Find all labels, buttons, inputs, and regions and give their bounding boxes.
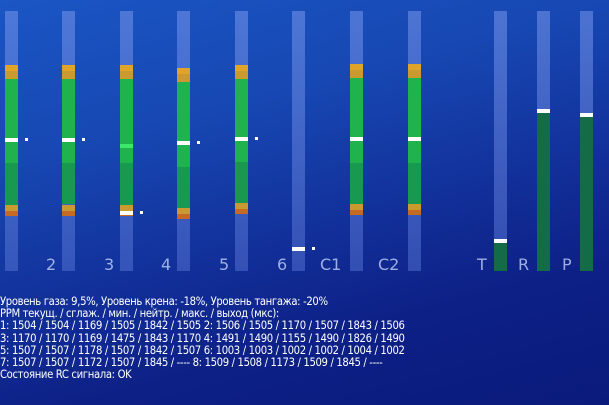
current-value-marker <box>120 210 133 215</box>
channel-track-9 <box>494 11 507 271</box>
range-high-band <box>350 70 363 79</box>
range-upper-band <box>62 78 75 164</box>
range-high-band <box>62 70 75 79</box>
range-low-band <box>120 204 133 211</box>
range-high-band <box>235 70 248 79</box>
levels-line: Уровень газа: 9,5%, Уровень крена: -18%,… <box>0 295 328 308</box>
range-upper-band <box>408 78 421 163</box>
rc-signal-status: Состояние RC сигнала: OK <box>0 368 132 382</box>
range-top-cap <box>5 64 18 71</box>
current-value-dot <box>312 246 315 250</box>
range-high-band <box>5 70 18 79</box>
current-value-dot <box>82 137 85 141</box>
channel-label-5: 5 <box>219 255 230 274</box>
range-lower-band <box>120 163 133 205</box>
fill-level <box>494 242 507 271</box>
range-low-band <box>62 204 75 211</box>
current-value-marker <box>580 113 593 117</box>
channel-label-t: T <box>477 255 487 274</box>
range-bottom-cap <box>408 209 421 215</box>
range-upper-band <box>350 78 363 163</box>
ppm-line-1-2: 1: 1504 / 1504 / 1169 / 1505 / 1842 / 15… <box>0 319 405 333</box>
range-upper-band <box>5 78 18 164</box>
range-top-cap <box>350 64 363 71</box>
current-value-marker <box>292 246 305 251</box>
channel-label-r: R <box>518 255 530 274</box>
channel-label-6: 6 <box>277 255 288 274</box>
range-low-band <box>177 207 190 214</box>
range-bottom-cap <box>235 208 248 214</box>
range-lower-band <box>235 162 248 203</box>
channel-label-3: 3 <box>104 255 115 274</box>
current-value-marker <box>5 138 18 143</box>
ppm-line-5-6: 5: 1507 / 1507 / 1178 / 1507 / 1842 / 15… <box>0 343 405 357</box>
channel-track-11 <box>580 11 593 271</box>
channel-label-2: 2 <box>46 255 57 274</box>
range-bottom-cap <box>5 210 18 216</box>
range-lower-band <box>5 163 18 205</box>
current-value-dot <box>25 138 28 142</box>
range-low-band <box>408 203 421 210</box>
range-low-band <box>5 204 18 211</box>
current-value-marker <box>494 238 507 243</box>
range-lower-band <box>408 162 421 204</box>
range-lower-band <box>177 166 190 208</box>
range-low-band <box>235 202 248 209</box>
range-high-band <box>120 70 133 79</box>
current-value-marker <box>408 137 421 142</box>
range-top-cap <box>120 64 133 71</box>
fill-level <box>537 112 550 271</box>
range-bottom-cap <box>177 213 190 219</box>
channel-label-4: 4 <box>161 255 172 274</box>
range-upper-band <box>235 78 248 163</box>
ppm-line-7-8: 7: 1507 / 1507 / 1172 / 1507 / 1845 / --… <box>0 355 383 369</box>
range-high-band <box>177 74 190 83</box>
range-top-cap <box>408 64 421 71</box>
current-value-marker <box>62 137 75 142</box>
current-value-marker <box>235 137 248 142</box>
current-value-marker <box>537 108 550 113</box>
current-value-marker <box>177 140 190 145</box>
range-top-cap <box>177 68 190 75</box>
current-value-dot <box>255 137 258 141</box>
current-value-dot <box>140 210 143 214</box>
range-high-band <box>408 70 421 79</box>
range-bottom-cap <box>350 210 363 216</box>
channel-label-p: P <box>562 255 572 274</box>
range-bottom-cap <box>62 210 75 216</box>
current-value-dot <box>197 140 200 144</box>
range-lower-band <box>62 163 75 205</box>
ppm-line-3-4: 3: 1170 / 1170 / 1169 / 1475 / 1843 / 11… <box>0 331 405 345</box>
channel-track-6 <box>292 11 305 271</box>
ppm-header-line: PPM текущ. / сглаж. / мин. / нейтр. / ма… <box>0 307 279 321</box>
neutral-mark <box>120 144 133 149</box>
range-lower-band <box>350 162 363 205</box>
range-top-cap <box>235 64 248 71</box>
channel-track-4 <box>177 11 190 271</box>
current-value-marker <box>350 137 363 142</box>
range-top-cap <box>62 64 75 71</box>
channel-track-10 <box>537 11 550 271</box>
range-low-band <box>350 204 363 211</box>
channel-track-3 <box>120 11 133 271</box>
fill-level <box>580 117 593 271</box>
rc-info-text: Уровень газа: 9,5%, Уровень крена: -18%,… <box>0 295 609 382</box>
channel-label-c1: C1 <box>320 255 342 274</box>
range-upper-band <box>177 82 190 167</box>
range-upper-band <box>120 78 133 164</box>
channel-label-c2: C2 <box>378 255 400 274</box>
